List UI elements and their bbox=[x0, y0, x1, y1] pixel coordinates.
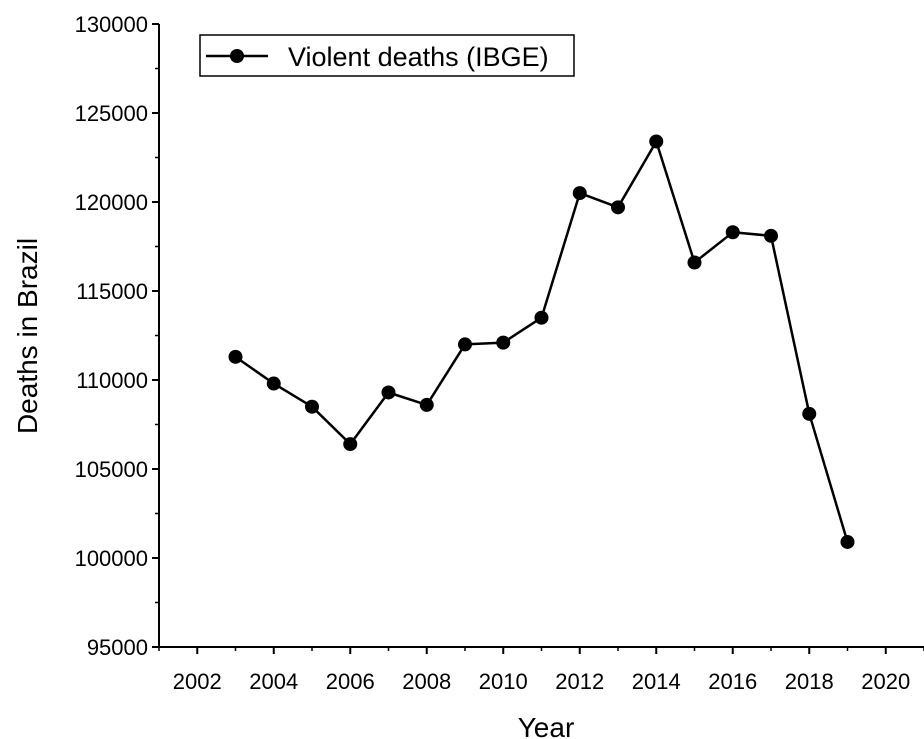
data-point bbox=[381, 385, 396, 400]
axes bbox=[158, 24, 924, 648]
data-point bbox=[305, 399, 319, 414]
data-point bbox=[419, 397, 434, 412]
y-tick-label: 110000 bbox=[76, 368, 148, 393]
y-tick-label: 105000 bbox=[75, 457, 148, 482]
x-tick-label: 2014 bbox=[632, 669, 681, 694]
data-point bbox=[802, 406, 817, 421]
data-point bbox=[572, 186, 587, 201]
data-point bbox=[764, 228, 778, 243]
x-tick-label: 2012 bbox=[555, 669, 604, 694]
x-tick-label: 2006 bbox=[326, 669, 375, 694]
data-point bbox=[343, 437, 358, 452]
x-tick-label: 2020 bbox=[861, 669, 910, 694]
x-ticks: 2002 2004 2006 2008 2010 2012 2014 2016 2018 2020 bbox=[158, 647, 924, 694]
x-tick-label: 2004 bbox=[249, 669, 298, 694]
y-tick-label: 100000 bbox=[75, 546, 148, 571]
data-point bbox=[534, 310, 549, 325]
data-point bbox=[649, 134, 664, 149]
x-axis-title: Year bbox=[518, 712, 575, 739]
y-tick-label: 120000 bbox=[75, 190, 148, 215]
y-axis-title: Deaths in Brazil bbox=[12, 238, 43, 434]
legend-label: Violent deaths (IBGE) bbox=[288, 42, 549, 72]
x-tick-label: 2018 bbox=[785, 669, 834, 694]
legend-marker-swatch bbox=[230, 49, 244, 63]
data-point bbox=[725, 225, 740, 240]
data-point bbox=[611, 200, 625, 215]
y-tick-label: 125000 bbox=[75, 101, 148, 126]
series-line bbox=[234, 140, 849, 543]
y-tick-label: 115000 bbox=[76, 279, 148, 304]
series-violent-deaths bbox=[228, 134, 855, 549]
data-point bbox=[266, 376, 281, 391]
x-tick-label: 2008 bbox=[402, 669, 451, 694]
data-point bbox=[840, 534, 855, 549]
legend: Violent deaths (IBGE) bbox=[199, 34, 575, 77]
data-point bbox=[687, 255, 702, 270]
x-tick-label: 2016 bbox=[708, 669, 757, 694]
y-tick-label: 130000 bbox=[75, 12, 148, 37]
y-ticks: 95000 100000 105000 110000 115000 120000 12500… bbox=[75, 12, 159, 660]
y-tick-label: 95000 bbox=[87, 635, 148, 660]
data-point bbox=[496, 335, 511, 350]
data-point bbox=[458, 337, 472, 352]
x-tick-label: 2010 bbox=[479, 669, 528, 694]
x-tick-label: 2002 bbox=[173, 669, 222, 694]
data-point bbox=[228, 349, 243, 364]
